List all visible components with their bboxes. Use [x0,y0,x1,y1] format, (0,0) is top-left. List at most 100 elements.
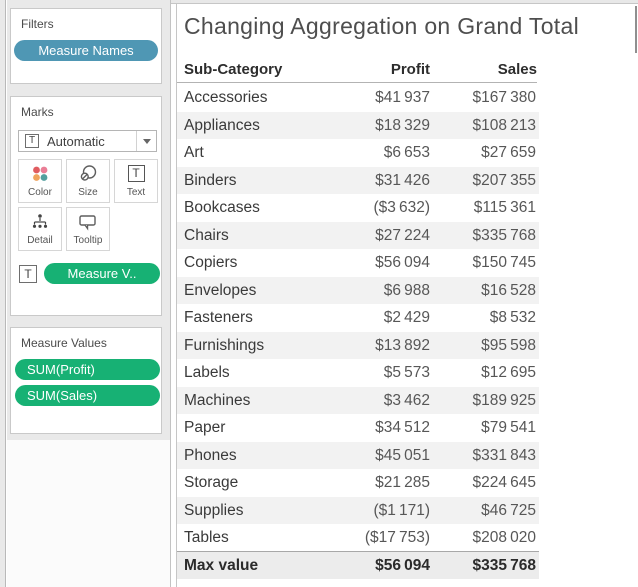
value-cell[interactable]: $18 329 [375,116,430,134]
row-label-cell[interactable]: Machines [184,391,251,409]
table-row[interactable]: Bookcases ($3 632) $115 361 [177,194,539,222]
row-label-cell[interactable]: Binders [184,171,237,189]
tooltip-button-label: Tooltip [73,235,103,246]
value-cell[interactable]: $224 645 [472,474,536,491]
row-label-cell[interactable]: Chairs [184,226,229,244]
row-label-cell[interactable]: Art [184,144,204,161]
column-header-sales[interactable]: Sales [497,61,537,78]
value-cell[interactable]: $108 213 [472,116,536,134]
value-cell[interactable]: $27 224 [375,226,430,244]
table-row[interactable]: Art $6 653 $27 659 [177,139,539,167]
tooltip-button[interactable]: Tooltip [66,207,110,251]
value-cell[interactable]: $56 094 [375,254,430,271]
value-cell[interactable]: ($3 632) [373,199,430,216]
mark-type-selected: Automatic [47,133,105,149]
value-cell[interactable]: $46 725 [481,501,536,519]
row-label-cell[interactable]: Tables [184,529,229,546]
value-cell[interactable]: $27 659 [481,144,536,161]
value-cell[interactable]: $95 598 [481,336,536,354]
color-palette-icon [30,160,50,187]
table-row[interactable]: Appliances $18 329 $108 213 [177,111,539,139]
value-cell[interactable]: $12 695 [481,364,536,381]
mark-type-dropdown[interactable]: T Automatic [18,130,157,152]
value-cell[interactable]: $189 925 [472,391,536,409]
value-cell[interactable]: $5 573 [383,364,430,381]
value-cell[interactable]: $3 462 [383,391,430,409]
column-header-profit[interactable]: Profit [390,61,430,78]
table-row[interactable]: Paper $34 512 $79 541 [177,414,539,442]
row-label-cell[interactable]: Envelopes [184,281,257,299]
table-row[interactable]: Chairs $27 224 $335 768 [177,221,539,249]
value-cell[interactable]: $207 355 [472,171,536,189]
value-cell[interactable]: $335 768 [472,226,536,244]
value-cell[interactable]: $34 512 [375,419,430,436]
value-cell[interactable]: $79 541 [481,419,536,436]
worksheet-title: Changing Aggregation on Grand Total [184,13,579,39]
table-row[interactable]: Envelopes $6 988 $16 528 [177,276,539,304]
color-button[interactable]: Color [18,159,62,203]
size-button-label: Size [78,187,98,198]
table-row[interactable]: Labels $5 573 $12 695 [177,359,539,387]
value-cell[interactable]: ($17 753) [364,529,430,546]
tooltip-icon [77,208,99,235]
value-cell[interactable]: $6 653 [383,144,430,161]
value-cell[interactable]: $6 988 [383,281,430,299]
row-label-cell[interactable]: Supplies [184,501,244,519]
scrollbar-thumb[interactable] [635,6,637,53]
table-row[interactable]: Binders $31 426 $207 355 [177,166,539,194]
table-row[interactable]: Supplies ($1 171) $46 725 [177,496,539,524]
table-row[interactable]: Copiers $56 094 $150 745 [177,249,539,277]
value-cell[interactable]: $45 051 [375,446,430,464]
table-row[interactable]: Fasteners $2 429 $8 532 [177,304,539,332]
value-cell[interactable]: ($1 171) [373,501,430,519]
value-cell[interactable]: $21 285 [375,474,430,491]
size-button[interactable]: Size [66,159,110,203]
value-cell[interactable]: $8 532 [489,309,536,326]
worksheet: Changing Aggregation on Grand Total Sub-… [171,0,638,587]
row-label-cell[interactable]: Appliances [184,116,260,134]
value-cell[interactable]: $31 426 [375,171,430,189]
value-cell[interactable]: $335 768 [472,557,536,574]
value-cell[interactable]: $208 020 [472,529,536,546]
table-row[interactable]: Accessories $41 937 $167 380 [177,84,539,112]
table-rows: Accessories $41 937 $167 380 Appliances $18 … [177,84,539,552]
row-label-cell[interactable]: Labels [184,364,230,381]
table-row[interactable]: Machines $3 462 $189 925 [177,386,539,414]
text-button[interactable]: T Text [114,159,158,203]
row-label-cell[interactable]: Phones [184,446,237,464]
filter-pill-measure-names[interactable]: Measure Names [14,40,158,61]
value-cell[interactable]: $150 745 [472,254,536,271]
row-label-cell[interactable]: Accessories [184,89,268,106]
row-label-cell[interactable]: Fasteners [184,309,253,326]
sidebar: Filters Measure Names Marks T Automatic … [7,0,171,587]
marks-card-title: Marks [21,105,54,119]
pill-sum-profit[interactable]: SUM(Profit) [15,359,160,380]
table-row[interactable]: Tables ($17 753) $208 020 [177,524,539,552]
row-label-cell[interactable]: Storage [184,474,239,491]
value-cell[interactable]: $115 361 [473,199,536,216]
mark-type-caret-button[interactable] [136,131,156,151]
table-row[interactable]: Storage $21 285 $224 645 [177,469,539,497]
pill-sum-sales[interactable]: SUM(Sales) [15,385,160,406]
row-label-cell[interactable]: Paper [184,419,226,436]
value-cell[interactable]: $41 937 [375,89,430,106]
chevron-down-icon [142,138,151,144]
column-header-subcategory[interactable]: Sub-Category [184,61,283,78]
row-label-cell[interactable]: Bookcases [184,199,260,216]
color-button-label: Color [28,187,52,198]
value-cell[interactable]: $56 094 [375,557,430,574]
value-cell[interactable]: $167 380 [472,89,536,106]
row-label-cell[interactable]: Furnishings [184,336,265,354]
value-cell[interactable]: $331 843 [472,446,536,464]
value-cell[interactable]: $16 528 [481,281,536,299]
value-cell[interactable]: $13 892 [375,336,430,354]
row-label-cell[interactable]: Copiers [184,254,238,271]
row-label-cell[interactable]: Max value [184,557,259,574]
table-row[interactable]: Furnishings $13 892 $95 598 [177,331,539,359]
shelf-pill-measure-values[interactable]: Measure V.. [44,263,160,284]
table-total-row[interactable]: Max value $56 094 $335 768 [177,551,539,579]
detail-button[interactable]: Detail [18,207,62,251]
table-header-row: Sub-Category Profit Sales [177,57,537,83]
value-cell[interactable]: $2 429 [383,309,430,326]
table-row[interactable]: Phones $45 051 $331 843 [177,441,539,469]
